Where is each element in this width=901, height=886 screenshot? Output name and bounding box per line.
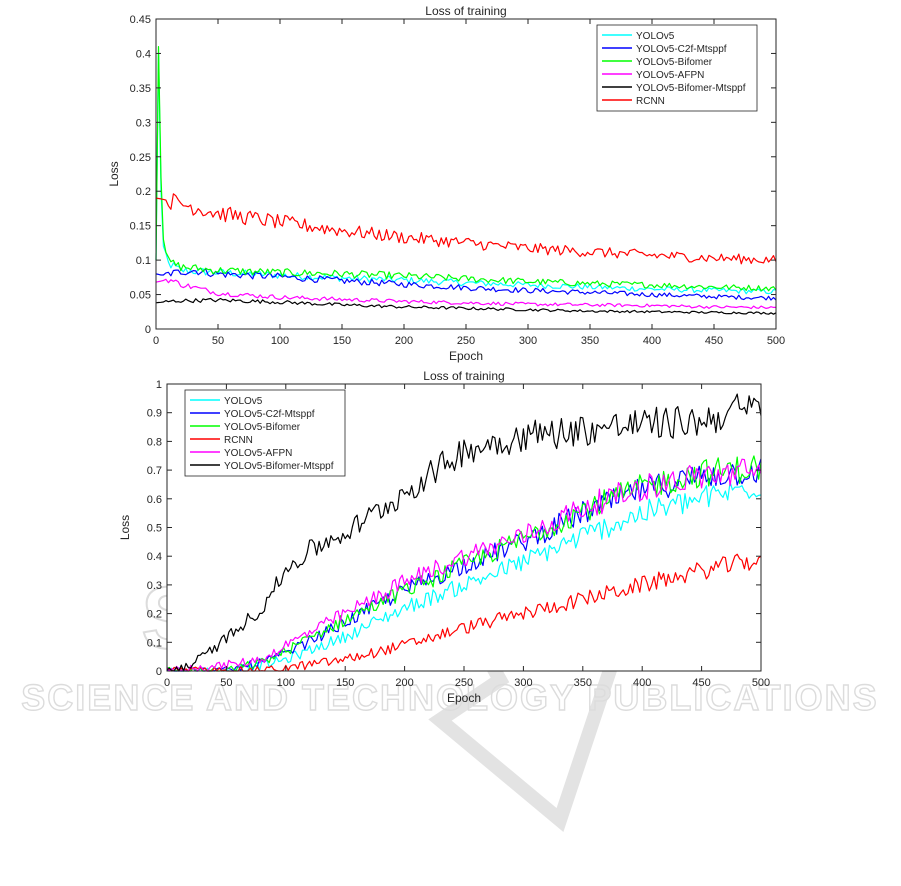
series-line-yolov5 xyxy=(155,52,777,295)
legend-entry: YOLOv5-Bifomer xyxy=(636,57,713,68)
watermark-subtitle: SCIENCE AND TECHNOLOGY PUBLICATIONS xyxy=(21,677,878,718)
chart-top: 0 50 100 150 200 250 300 350 400 450 500 0 0.05 0.1 0.… xyxy=(107,4,785,363)
legend-entry: YOLOv5-AFPN xyxy=(224,448,292,459)
x-tick-label: 300 xyxy=(514,677,532,689)
x-tick-label: 300 xyxy=(519,335,537,347)
x-tick-label: 150 xyxy=(333,335,351,347)
chart-title: Loss of training xyxy=(423,369,504,383)
series-line-yolov5-bifomer xyxy=(155,45,777,292)
x-tick-label: 350 xyxy=(581,335,599,347)
series-line-rcnn xyxy=(166,553,762,672)
x-tick-label: 100 xyxy=(271,335,289,347)
y-tick-label: 0.35 xyxy=(130,83,151,95)
legend-entry: YOLOv5 xyxy=(224,396,263,407)
series-line-yolov5-bifomer-mtsppf xyxy=(166,393,762,672)
y-tick-label: 0.2 xyxy=(147,609,162,621)
legend-entry: RCNN xyxy=(224,435,253,446)
series-line-yolov5-afpn xyxy=(155,278,776,310)
y-tick-label: 0.2 xyxy=(136,186,151,198)
chart-title: Loss of training xyxy=(425,4,506,18)
y-tick-label: 0.3 xyxy=(136,117,151,129)
x-tick-label: 100 xyxy=(277,677,295,689)
legend-entry: RCNN xyxy=(636,96,665,107)
y-axis-label: Loss xyxy=(107,161,121,186)
legend-entry: YOLOv5-C2f-Mtsppf xyxy=(224,409,315,420)
x-tick-label: 400 xyxy=(633,677,651,689)
y-tick-label: 0 xyxy=(156,666,162,678)
x-tick-label: 200 xyxy=(395,335,413,347)
series-line-yolov5-c2f-mtsppf xyxy=(155,268,777,301)
y-tick-label: 0 xyxy=(145,324,151,336)
legend-entry: YOLOv5-Bifomer xyxy=(224,422,301,433)
x-tick-label: 350 xyxy=(574,677,592,689)
x-tick-label: 50 xyxy=(220,677,232,689)
y-tick-label: 0.15 xyxy=(130,221,151,233)
series-line-yolov5-afpn xyxy=(166,458,762,672)
y-tick-label: 0.25 xyxy=(130,152,151,164)
y-tick-label: 1 xyxy=(156,379,162,391)
legend-entry: YOLOv5-Bifomer-Mtsppf xyxy=(224,461,334,472)
legend-entry: YOLOv5-AFPN xyxy=(636,70,704,81)
x-tick-label: 250 xyxy=(455,677,473,689)
x-tick-label: 500 xyxy=(752,677,770,689)
chart-bottom: 0 50 100 150 200 250 300 350 400 450 500 0 0.1 0.2 0.3… xyxy=(118,369,770,705)
x-tick-label: 0 xyxy=(153,335,159,347)
y-tick-label: 0.3 xyxy=(147,580,162,592)
x-tick-label: 450 xyxy=(692,677,710,689)
y-tick-label: 0.7 xyxy=(147,465,162,477)
x-tick-label: 50 xyxy=(212,335,224,347)
y-tick-label: 0.4 xyxy=(136,48,151,60)
series-line-rcnn xyxy=(155,193,777,265)
legend-entry: YOLOv5 xyxy=(636,31,675,42)
legend-box xyxy=(184,389,346,477)
x-tick-label: 0 xyxy=(164,677,170,689)
x-tick-label: 150 xyxy=(336,677,354,689)
y-tick-label: 0.8 xyxy=(147,436,162,448)
x-axis-label: Epoch xyxy=(447,691,481,705)
y-tick-label: 0.5 xyxy=(147,523,162,535)
x-tick-label: 250 xyxy=(457,335,475,347)
y-tick-label: 0.05 xyxy=(130,290,151,302)
series-line-yolov5-bifomer-mtsppf xyxy=(155,297,777,315)
y-tick-label: 0.6 xyxy=(147,494,162,506)
y-axis-label: Loss xyxy=(118,515,132,540)
y-tick-label: 0.45 xyxy=(130,14,151,26)
y-tick-label: 0.1 xyxy=(136,255,151,267)
y-tick-label: 0.4 xyxy=(147,551,162,563)
x-axis-label: Epoch xyxy=(449,349,483,363)
legend-box xyxy=(596,24,758,112)
y-tick-label: 0.9 xyxy=(147,408,162,420)
legend-entry: YOLOv5-C2f-Mtsppf xyxy=(636,44,727,55)
x-tick-label: 450 xyxy=(705,335,723,347)
x-tick-label: 500 xyxy=(767,335,785,347)
x-tick-label: 400 xyxy=(643,335,661,347)
legend-entry: YOLOv5-Bifomer-Mtsppf xyxy=(636,83,746,94)
x-tick-label: 200 xyxy=(395,677,413,689)
y-tick-label: 0.1 xyxy=(147,637,162,649)
